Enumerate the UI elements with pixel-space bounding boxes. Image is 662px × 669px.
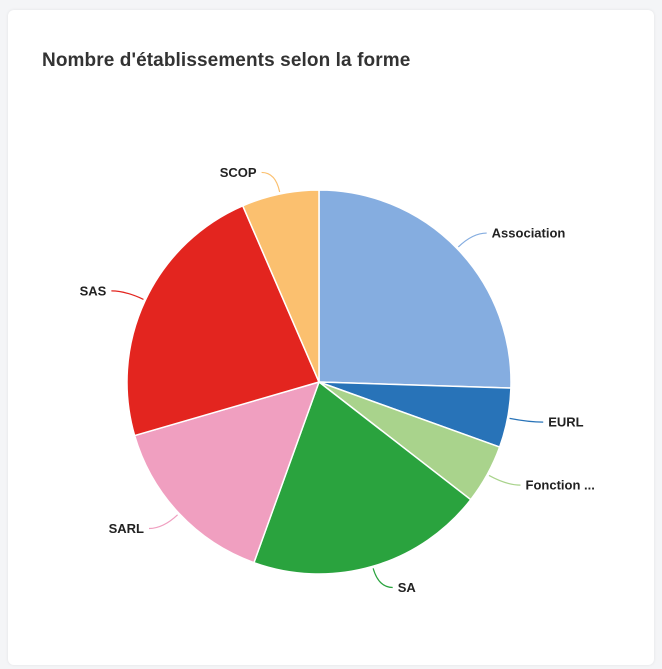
pie-slices [126, 189, 512, 575]
slice-labels: Association EURL Fonction ... SA SARL SAS SCOP [80, 165, 595, 595]
connector-sas [111, 290, 144, 300]
connector-sarl [148, 514, 178, 530]
slice-label-scop: SCOP [220, 165, 257, 180]
pie-slice-sa[interactable] [253, 380, 472, 575]
slice-label-sarl: SARL [109, 521, 144, 536]
label-connectors [111, 171, 544, 589]
slice-label-sas: SAS [80, 283, 107, 298]
connector-fonction [488, 474, 521, 486]
slice-label-eurl: EURL [548, 415, 583, 430]
pie-slice-scop[interactable] [241, 189, 320, 383]
connector-association [457, 232, 487, 248]
slice-label-sa: SA [398, 580, 417, 595]
slice-label-fonction: Fonction ... [526, 478, 595, 493]
chart-title: Nombre d'établissements selon la forme [42, 50, 411, 71]
connector-eurl [509, 417, 544, 423]
connector-scop [261, 171, 281, 193]
pie-slice-association[interactable] [318, 189, 512, 389]
slice-label-association: Association [492, 226, 566, 241]
pie-slice-sas[interactable] [126, 204, 321, 437]
pie-slice-sarl[interactable] [133, 380, 321, 564]
connector-sa [372, 568, 393, 589]
